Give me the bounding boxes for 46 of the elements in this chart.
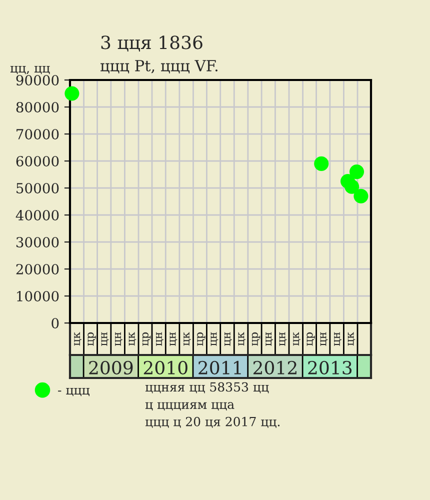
text: цр: [306, 332, 315, 346]
text: цн: [224, 332, 232, 346]
text: цн: [334, 332, 342, 346]
y-tick-label: 70000: [16, 128, 59, 140]
x-tick-label: 2013: [308, 360, 352, 374]
point: [354, 188, 368, 204]
y-tick-label: 50000: [16, 182, 59, 194]
chart-subtitle: ццц Pt, ццц VF.: [100, 60, 218, 74]
point: [344, 179, 360, 194]
y-tick-label: 90000: [16, 74, 59, 86]
text: цн: [156, 332, 164, 346]
x-tick-label: 2009: [89, 360, 133, 374]
text: цк: [184, 332, 191, 346]
text: цн: [210, 332, 218, 346]
text: цк: [128, 332, 136, 346]
x-tick-label: 2010: [144, 360, 188, 374]
text: цк: [348, 332, 356, 346]
chart-title: 3 цця 1836: [101, 36, 202, 52]
text: цн: [101, 332, 109, 346]
text: цн: [170, 332, 178, 346]
y-tick-label: 0: [52, 318, 59, 328]
text: цн: [279, 332, 287, 346]
text: цк: [238, 332, 246, 346]
y-tick-label: 20000: [16, 264, 59, 274]
text: цк: [74, 332, 82, 346]
text: цр: [197, 332, 206, 346]
text: цр: [142, 332, 151, 346]
text: цк: [293, 332, 300, 346]
x-tick-label: 2012: [253, 360, 296, 374]
x-tick-label: 2011: [198, 360, 241, 374]
y-tick-label: 60000: [16, 156, 59, 166]
text: цн: [320, 332, 328, 346]
point: [64, 86, 80, 101]
y-axis-title: цц, цц: [10, 66, 50, 74]
point: [349, 164, 364, 180]
y-tick-label: 10000: [17, 290, 59, 302]
text: цн: [115, 332, 122, 346]
text: цр: [252, 332, 260, 346]
y-tick-label: 40000: [16, 210, 59, 220]
text: цр: [88, 332, 96, 346]
point: [314, 156, 329, 171]
legend-label: - ццц: [58, 388, 90, 396]
y-tick-label: 30000: [16, 236, 59, 248]
text: цн: [266, 332, 273, 346]
y-tick-label: 80000: [16, 102, 59, 112]
text: ццняя цц 58353 цц ц ццциям цца ццц ц 20 ця 2017 цц.: [145, 382, 280, 428]
